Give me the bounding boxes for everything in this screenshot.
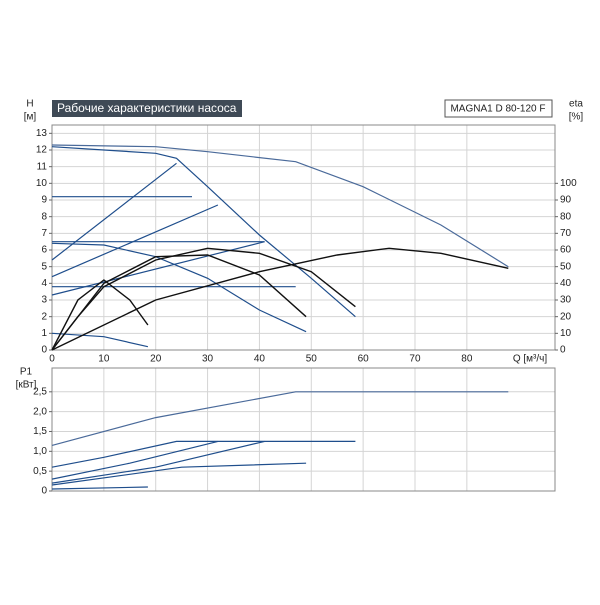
curve <box>51 440 265 484</box>
y-tick-label: 1,5 <box>33 426 47 437</box>
curve <box>51 279 149 351</box>
curve <box>51 247 509 351</box>
y-tick-label: 11 <box>37 161 48 172</box>
title-box <box>52 100 242 117</box>
plot-frame <box>51 367 556 492</box>
x-label: Q [м³/ч] <box>513 354 548 365</box>
y-tick-label: 2 <box>41 311 47 322</box>
y-tick-label: 13 <box>36 128 48 139</box>
y-tick-label: 12 <box>36 145 48 156</box>
y2-tick-label: 80 <box>560 211 572 222</box>
curve <box>51 247 356 351</box>
curve <box>51 462 307 486</box>
curve <box>51 391 509 446</box>
y2-tick-label: 60 <box>560 245 572 256</box>
x-tick-label: 70 <box>409 354 421 365</box>
model-label: MAGNA1 D 80-120 F <box>450 104 545 115</box>
y-tick-label: 0 <box>41 345 47 356</box>
curve <box>51 204 219 278</box>
y-tick-label: 2,0 <box>33 406 47 417</box>
y-tick-label: 2,5 <box>33 386 47 397</box>
chart-title: Рабочие характеристики насоса <box>57 101 237 115</box>
y2-tick-label: 20 <box>560 311 572 322</box>
y-tick-label: 0 <box>41 486 47 497</box>
x-tick-label: 0 <box>49 354 55 365</box>
y-tick-label: 0,5 <box>33 466 47 477</box>
y-tick-label: 9 <box>41 195 47 206</box>
plot-frame <box>51 124 556 351</box>
model-box <box>444 99 553 118</box>
x-tick-label: 20 <box>150 354 162 365</box>
y-label: H <box>26 99 33 110</box>
y2-label: eta <box>569 99 583 110</box>
y-tick-label: 4 <box>41 278 47 289</box>
curve <box>51 254 307 351</box>
y-tick-label: 10 <box>36 178 48 189</box>
y2-tick-label: 100 <box>560 178 577 189</box>
y2-unit: [%] <box>569 112 584 123</box>
curve <box>51 144 509 268</box>
y2-tick-label: 40 <box>560 278 572 289</box>
curve <box>51 440 356 468</box>
y-tick-label: 6 <box>41 245 47 256</box>
y2-tick-label: 50 <box>560 261 572 272</box>
y-unit: [кВт] <box>16 380 37 391</box>
y-unit: [м] <box>24 112 37 123</box>
y-tick-label: 7 <box>41 228 47 239</box>
y2-tick-label: 70 <box>560 228 572 239</box>
y-tick-label: 3 <box>41 295 47 306</box>
x-tick-label: 50 <box>306 354 318 365</box>
y2-tick-label: 90 <box>560 195 572 206</box>
curve <box>51 242 307 333</box>
curve <box>51 332 149 348</box>
x-tick-label: 60 <box>358 354 370 365</box>
y2-tick-label: 0 <box>560 345 566 356</box>
x-tick-label: 30 <box>202 354 214 365</box>
y2-tick-label: 30 <box>560 295 572 306</box>
curve <box>51 486 148 490</box>
x-tick-label: 10 <box>98 354 110 365</box>
y-tick-label: 8 <box>41 211 47 222</box>
curve <box>51 440 219 480</box>
curve <box>51 162 177 261</box>
y-tick-label: 1 <box>41 328 47 339</box>
y-tick-label: 5 <box>41 261 47 272</box>
y-tick-label: 1,0 <box>33 446 47 457</box>
curve <box>51 146 356 318</box>
x-tick-label: 80 <box>461 354 473 365</box>
y2-tick-label: 10 <box>560 328 572 339</box>
y-label: P1 <box>20 367 33 378</box>
x-tick-label: 40 <box>254 354 266 365</box>
